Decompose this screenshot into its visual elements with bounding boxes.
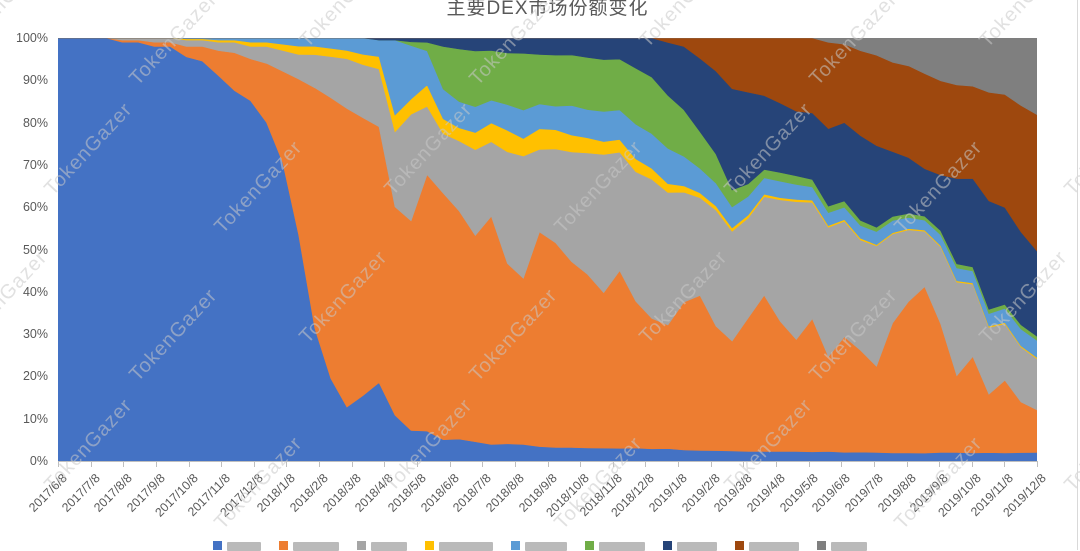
x-tick-mark <box>417 462 418 467</box>
x-tick-mark <box>808 462 810 467</box>
legend-swatch <box>357 541 366 550</box>
x-tick-mark <box>384 462 386 467</box>
legend-swatch <box>425 541 434 550</box>
x-tick-mark <box>678 462 679 467</box>
legend-item <box>213 541 261 551</box>
legend-label-cropped <box>371 542 407 551</box>
legend-item <box>663 541 717 551</box>
legend-item <box>357 541 407 551</box>
legend-label-cropped <box>599 542 645 551</box>
plot-area <box>58 38 1037 461</box>
x-tick-mark <box>873 462 875 467</box>
legend-swatch <box>279 541 288 550</box>
y-tick-label: 90% <box>22 73 48 88</box>
x-tick-mark <box>319 462 321 467</box>
legend-item <box>585 541 645 551</box>
legend-label-cropped <box>831 542 867 551</box>
x-tick-mark <box>221 462 223 467</box>
x-tick-mark <box>775 462 777 467</box>
legend-swatch <box>511 541 520 550</box>
legend-item <box>511 541 567 551</box>
x-tick-mark <box>612 462 614 467</box>
legend <box>0 541 1080 551</box>
legend-swatch <box>213 541 222 550</box>
legend-label-cropped <box>439 542 493 551</box>
legend-swatch <box>585 541 594 550</box>
legend-swatch <box>735 541 744 550</box>
y-tick-label: 60% <box>22 200 48 215</box>
x-tick-mark <box>1037 462 1038 467</box>
x-tick-mark <box>547 462 549 467</box>
x-tick-mark <box>710 462 712 467</box>
legend-swatch <box>663 541 672 550</box>
x-tick-mark <box>449 462 451 467</box>
x-tick-mark <box>645 462 647 467</box>
x-tick-mark <box>482 462 484 467</box>
y-tick-label: 40% <box>22 284 48 299</box>
y-tick-label: 70% <box>22 157 48 172</box>
legend-swatch <box>817 541 826 550</box>
stacked-area-chart <box>58 38 1037 461</box>
x-tick-mark <box>841 462 843 467</box>
area-series-9-darkgray <box>58 38 1037 116</box>
chart-right-border <box>1077 0 1078 550</box>
x-tick-mark <box>58 462 59 467</box>
x-tick-mark <box>971 462 973 467</box>
y-tick-label: 80% <box>22 115 48 130</box>
area-series-8-rust <box>58 38 1037 252</box>
legend-label-cropped <box>525 542 567 551</box>
legend-label-cropped <box>227 542 261 551</box>
x-tick-mark <box>351 462 353 467</box>
y-tick-label: 100% <box>16 31 48 45</box>
legend-item <box>425 541 493 551</box>
x-tick-mark <box>1004 462 1006 467</box>
x-tick-mark <box>580 462 582 467</box>
y-tick-label: 50% <box>22 242 48 257</box>
y-tick-label: 30% <box>22 327 48 342</box>
legend-label-cropped <box>749 542 799 551</box>
y-tick-label: 0% <box>29 454 48 468</box>
x-tick-mark <box>188 462 190 467</box>
x-tick-mark <box>514 462 516 467</box>
legend-item <box>817 541 867 551</box>
x-axis-line <box>58 461 1038 462</box>
x-tick-mark <box>253 462 255 467</box>
x-tick-mark <box>155 462 157 467</box>
legend-item <box>279 541 339 551</box>
x-tick-mark <box>90 462 92 467</box>
chart-title: 主要DEX市场份额变化 <box>446 0 649 19</box>
y-tick-label: 10% <box>22 411 48 426</box>
legend-item <box>735 541 799 551</box>
legend-label-cropped <box>293 542 339 551</box>
area-series-7-navy <box>58 38 1037 337</box>
legend-label-cropped <box>677 542 717 551</box>
x-tick-mark <box>286 462 288 467</box>
y-tick-label: 20% <box>22 369 48 384</box>
x-tick-mark <box>939 462 941 467</box>
x-tick-mark <box>743 462 745 467</box>
x-tick-mark <box>123 462 125 467</box>
x-tick-mark <box>906 462 908 467</box>
